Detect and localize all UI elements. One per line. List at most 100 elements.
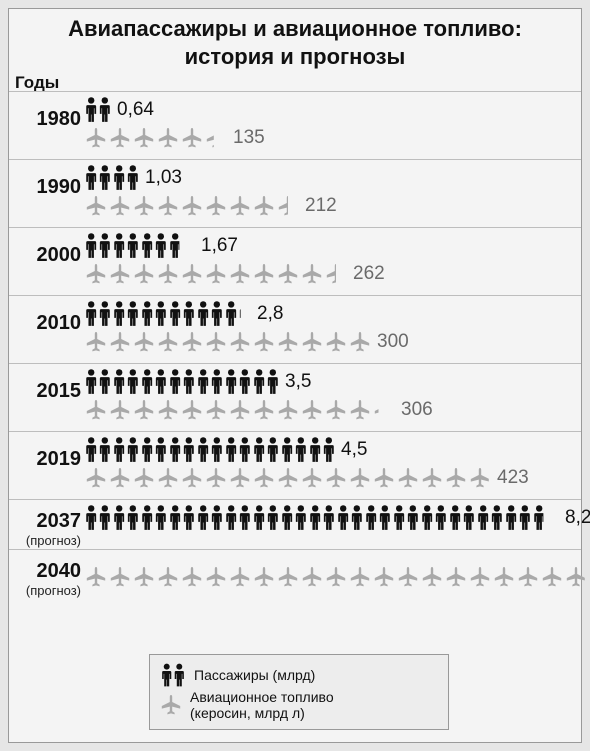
plane-icon [85, 195, 107, 217]
legend: Пассажиры (млрд) Авиационное топливо (ке… [149, 654, 449, 730]
plane-icon [253, 331, 275, 353]
passengers-line: 4,5 [85, 436, 581, 463]
plane-icon [301, 566, 323, 588]
plane-icon [253, 263, 275, 285]
plane-icon [325, 263, 347, 285]
plane-icon [133, 331, 155, 353]
plane-icon [157, 195, 179, 217]
plane-icon [85, 399, 107, 421]
plane-icon [277, 331, 299, 353]
passengers-icon [309, 504, 335, 531]
plane-icon [85, 467, 107, 489]
plane-icon [517, 566, 539, 588]
plane-icon [277, 399, 299, 421]
plane-icon [109, 399, 131, 421]
data-row: 2037(прогноз)8,2 [9, 499, 581, 549]
plane-icon [229, 467, 251, 489]
passengers-line: 1,03 [85, 164, 581, 191]
plane-icon [133, 566, 155, 588]
plane-icon [445, 467, 467, 489]
year-label: 2019 [13, 448, 81, 471]
passengers-line: 8,2 [85, 504, 581, 531]
passengers-value: 1,67 [201, 235, 238, 257]
passengers-value: 4,5 [341, 439, 367, 461]
passengers-icon [113, 436, 139, 463]
fuel-value: 262 [353, 263, 385, 285]
plane-icon [349, 399, 371, 421]
passengers-icon [141, 368, 167, 395]
plane-icon [301, 399, 323, 421]
plane-icon [181, 399, 203, 421]
passengers-icon [141, 300, 167, 327]
plane-icon [469, 566, 491, 588]
plane-icon [277, 566, 299, 588]
plane-icon [181, 263, 203, 285]
data-row: 2019 4,5 423 [9, 431, 581, 499]
legend-label-passengers: Пассажиры (млрд) [194, 667, 315, 683]
data-rows: 19800,6413519901,0321220001,6726220102,8… [9, 91, 581, 599]
passengers-icon [113, 368, 139, 395]
plane-icon [301, 331, 323, 353]
passengers-icon [253, 436, 279, 463]
title-line-2: история и прогнозы [185, 44, 406, 69]
passengers-icon [533, 504, 559, 531]
plane-icon [253, 566, 275, 588]
passengers-icon [197, 504, 223, 531]
passengers-line: 0,64 [85, 96, 581, 123]
plane-icon [109, 195, 131, 217]
plane-icon [349, 467, 371, 489]
plane-icon [205, 127, 227, 149]
plane-icon [181, 566, 203, 588]
passengers-value: 8,2 [565, 507, 590, 529]
plane-icon [205, 566, 227, 588]
plane-icon [229, 566, 251, 588]
plane-icon [373, 467, 395, 489]
passengers-icon [225, 368, 251, 395]
data-row: 20102,8300 [9, 295, 581, 363]
passengers-icon [85, 232, 111, 259]
passengers-icon [281, 436, 307, 463]
plane-icon [109, 467, 131, 489]
year-label: 1990 [13, 176, 81, 199]
legend-row-passengers: Пассажиры (млрд) [160, 663, 438, 687]
fuel-value: 306 [401, 399, 433, 421]
passengers-icon [141, 436, 167, 463]
plane-icon [445, 566, 467, 588]
fuel-line: 522 [85, 566, 581, 588]
plane-icon [373, 566, 395, 588]
fuel-value: 212 [305, 195, 337, 217]
passengers-icon [85, 300, 111, 327]
passengers-icon [197, 300, 223, 327]
legend-row-fuel: Авиационное топливо (керосин, млрд л) [160, 689, 438, 721]
passengers-icon [337, 504, 363, 531]
plane-icon [205, 195, 227, 217]
plane-icon [157, 331, 179, 353]
passengers-icon [225, 436, 251, 463]
passengers-icon [449, 504, 475, 531]
plane-icon [229, 399, 251, 421]
passengers-line: 2,8 [85, 300, 581, 327]
plane-icon [205, 467, 227, 489]
plane-icon [205, 263, 227, 285]
plane-icon [277, 195, 299, 217]
passengers-icon [85, 164, 111, 191]
plane-icon [181, 195, 203, 217]
passengers-icon [85, 368, 111, 395]
title-line-1: Авиапассажиры и авиационное топливо: [68, 16, 522, 41]
data-row: 19901,03 212 [9, 159, 581, 227]
data-row: 2040(прогноз)522 [9, 549, 581, 599]
plane-icon [205, 331, 227, 353]
plane-icon [325, 399, 347, 421]
fuel-line: 423 [85, 467, 581, 489]
plane-icon [397, 467, 419, 489]
passengers-icon [85, 436, 111, 463]
fuel-line: 135 [85, 127, 581, 149]
plane-icon [253, 195, 275, 217]
year-label: 2000 [13, 244, 81, 267]
passengers-icon [113, 300, 139, 327]
passengers-icon [505, 504, 531, 531]
passengers-icon [113, 504, 139, 531]
plane-icon [325, 331, 347, 353]
plane-icon [133, 467, 155, 489]
passengers-value: 2,8 [257, 303, 283, 325]
